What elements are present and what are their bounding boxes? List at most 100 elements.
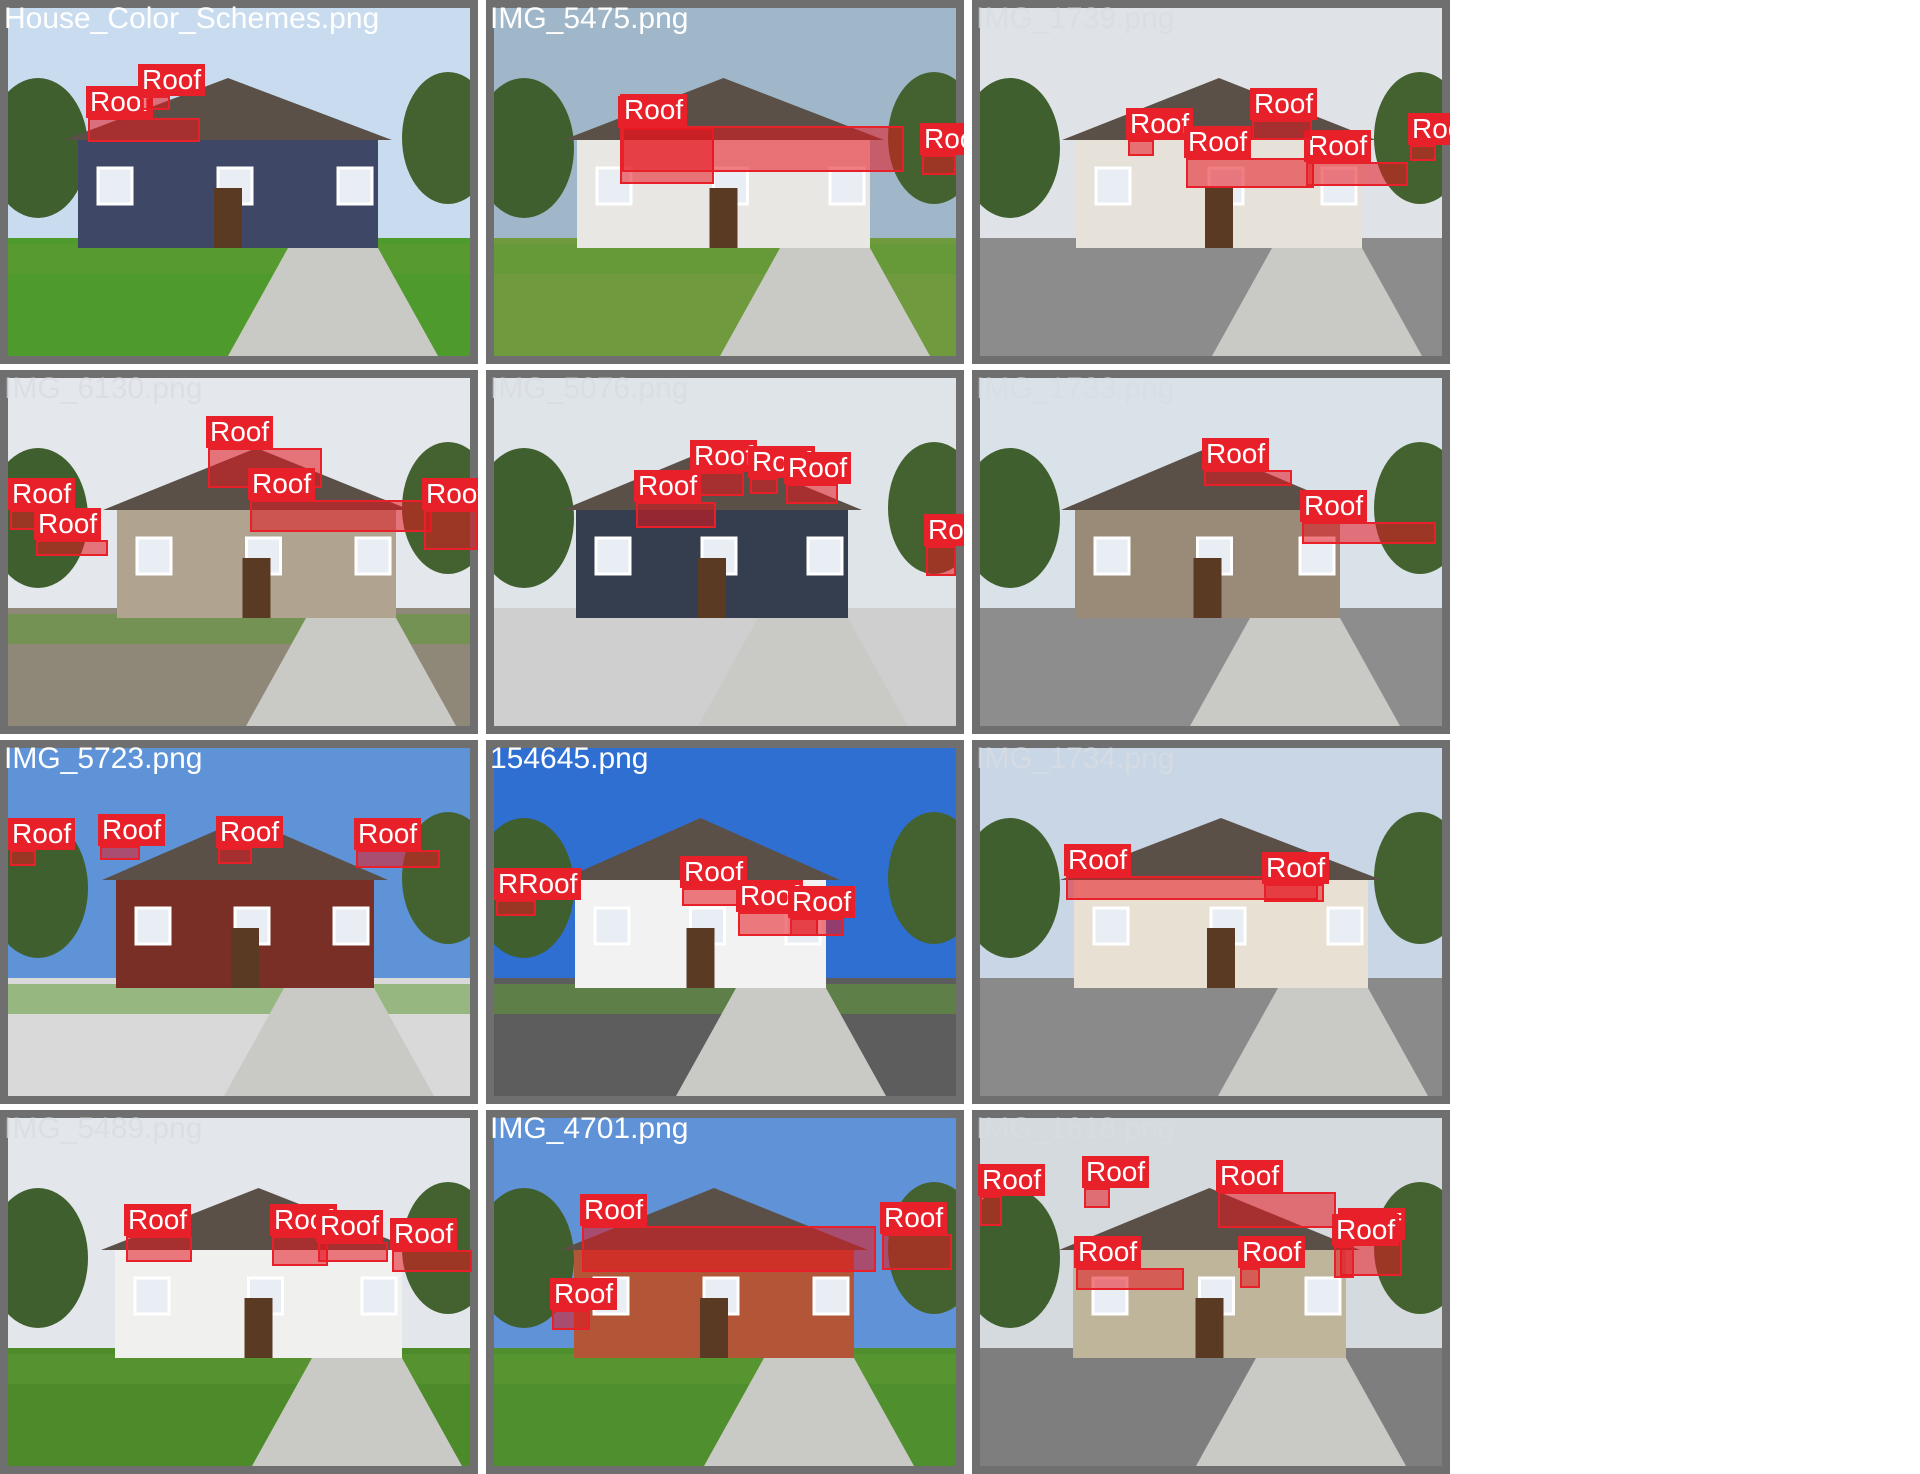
driveway [228, 248, 438, 356]
image-tile: IMG_1733.png Roof Roof [972, 370, 1450, 734]
detection-label: Roof [784, 452, 852, 484]
roof-detection: Roof [620, 94, 904, 172]
roof-detection: Roof [880, 1202, 952, 1270]
house-photo [494, 378, 956, 726]
lawn [494, 1354, 956, 1384]
window [593, 906, 631, 946]
detection-box [88, 118, 200, 142]
roof-detection: Roof [1184, 126, 1314, 188]
window [1092, 906, 1130, 946]
detection-label: Roof [390, 1218, 458, 1250]
door [700, 1298, 728, 1358]
detection-box [1128, 140, 1154, 156]
detection-label: Roof [98, 814, 166, 846]
image-grid: House_Color_Schemes.png Roof Roof IMG_5475.… [0, 0, 1450, 1474]
file-name: IMG_1733.png [976, 372, 1175, 405]
detection-box [1084, 1188, 1110, 1208]
window [360, 1276, 398, 1316]
file-name: IMG_1739.png [976, 2, 1175, 35]
tree [494, 448, 574, 588]
file-name: IMG_4701.png [490, 1112, 689, 1145]
roof-detection: Roof [920, 123, 964, 175]
image-tile: IMG_5723.png Roof Roof Roof Roof [0, 740, 478, 1104]
roof-detection: Roof [354, 818, 440, 868]
detection-label: Roof [634, 470, 702, 502]
detection-box [10, 850, 36, 866]
detection-label: Roof [138, 64, 206, 96]
detection-label: Roof [680, 856, 748, 888]
file-name: IMG_5489.png [4, 1112, 203, 1145]
detection-label: Roof [1238, 1236, 1306, 1268]
roof-detection: Roof [748, 446, 816, 494]
detection-label: Roof [206, 416, 274, 448]
window [594, 536, 632, 576]
detection-label: Roof [1262, 852, 1330, 884]
image-tile: IMG_1618.pngRoofRoofRoofRoofRoofRoofRoof [972, 1110, 1450, 1474]
roof-detection: Roof [216, 816, 284, 864]
tree [402, 72, 470, 204]
tree [980, 818, 1060, 958]
image-tile: IMG_5489.png Roof Roof Roof Roof [0, 1110, 478, 1474]
door [244, 1298, 273, 1358]
roof-detection: Roof [680, 856, 748, 906]
detection-box [496, 900, 536, 916]
detection-box [682, 888, 738, 906]
detection-label: Roof [216, 816, 284, 848]
tree [980, 448, 1060, 588]
lawn [8, 244, 470, 274]
house-roof [1059, 1188, 1360, 1250]
file-name: IMG_6130.png [4, 372, 203, 405]
tree [8, 78, 88, 218]
detection-box [1186, 158, 1314, 188]
window [812, 1276, 850, 1316]
door [686, 928, 715, 988]
window [332, 906, 370, 946]
file-name: IMG_5723.png [4, 742, 203, 775]
detection-box [1306, 162, 1408, 186]
door [214, 188, 242, 248]
detection-box [1218, 1192, 1336, 1228]
roof-detection: Roof [1250, 88, 1318, 140]
house-photo [980, 748, 1442, 1096]
roof-detection: Roof [248, 468, 432, 532]
roof-detection: Roof [784, 452, 852, 504]
detection-label: Roof [880, 1202, 948, 1234]
detection-box [318, 1242, 388, 1262]
door [1193, 558, 1222, 618]
detection-label: RRoof [494, 868, 582, 900]
door [1195, 1298, 1224, 1358]
detection-box [1252, 120, 1312, 140]
roof-detection: Roof [86, 86, 200, 142]
detection-label: Roof [620, 94, 688, 126]
tree [980, 78, 1060, 218]
house-photo [980, 1118, 1442, 1466]
roof-detection: Roof [1408, 113, 1450, 161]
house-photo [980, 378, 1442, 726]
detection-box [636, 502, 716, 528]
detection-label: Roof [1300, 490, 1368, 522]
file-name: IMG_1618.png [976, 1112, 1175, 1145]
file-name: IMG_5475.png [490, 2, 689, 35]
window [1326, 906, 1364, 946]
detection-box [980, 1196, 1002, 1226]
house-roof [561, 818, 840, 880]
roof-detection: Roof [1074, 1236, 1184, 1290]
driveway [1190, 618, 1400, 726]
roof-detection: Roof [1262, 852, 1330, 902]
detection-label: Roof [1202, 438, 1270, 470]
roof-detection: Roof [1082, 1156, 1150, 1208]
roof-detection: Roof [1332, 1214, 1400, 1278]
detection-box [1076, 1268, 1184, 1290]
house-photo [8, 748, 470, 1096]
detection-box [552, 1310, 590, 1330]
detection-label: Roof [924, 514, 964, 546]
door [1205, 188, 1233, 248]
roof-detection: Roof [1300, 490, 1436, 544]
house-photo [494, 748, 956, 1096]
window [134, 906, 172, 946]
tree [494, 78, 574, 218]
detection-box [392, 1250, 472, 1272]
